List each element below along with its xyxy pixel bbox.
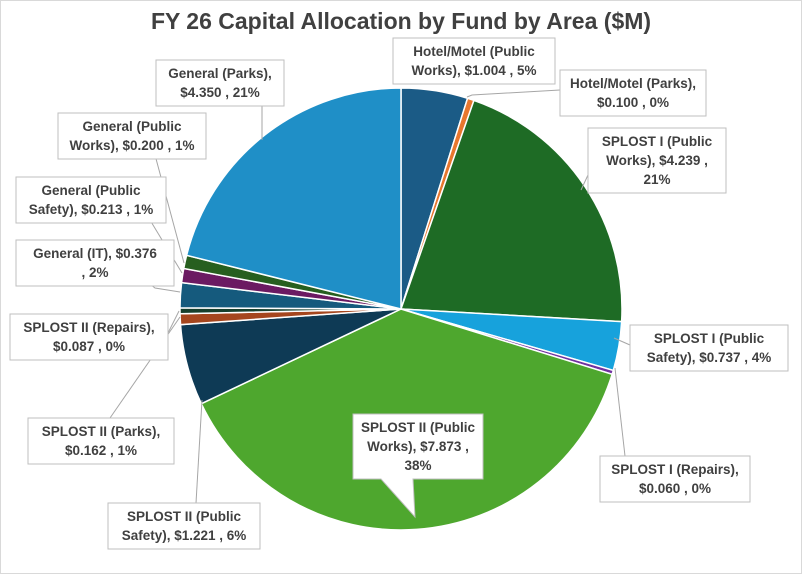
data-label-text: Safety), $1.221 , 6%	[122, 528, 247, 543]
data-label-text: SPLOST II (Public	[361, 420, 476, 435]
chart-title: FY 26 Capital Allocation by Fund by Area…	[150, 8, 652, 34]
data-label-box	[599, 455, 751, 503]
data-label-text: Safety), $0.213 , 1%	[29, 202, 154, 217]
leader-line-splost-i-repairs	[614, 367, 626, 457]
data-label-text: Safety), $0.737 , 4%	[647, 350, 772, 365]
data-label-text: SPLOST I (Public	[602, 134, 713, 149]
leader-line-general-public-works	[154, 154, 185, 264]
leader-line-splost-i-public-safety	[613, 337, 631, 346]
data-label-text: Hotel/Motel (Public	[413, 44, 535, 59]
data-label-text: Works), $1.004 , 5%	[411, 63, 536, 78]
data-label-splost-ii-public-works: SPLOST II (Public Works), $7.873 , 38%	[352, 413, 484, 519]
pie-slice-splost-i-public-works[interactable]	[399, 99, 623, 323]
data-label-box	[15, 176, 167, 224]
leader-line-splost-i-public-works	[580, 174, 589, 191]
data-label-text: General (Public	[41, 183, 141, 198]
data-label-splost-i-repairs: SPLOST I (Repairs), $0.060 , 0%	[599, 455, 751, 503]
data-label-text: General (IT), $0.376	[33, 246, 157, 261]
data-label-splost-ii-public-safety: SPLOST II (Public Safety), $1.221 , 6%	[107, 502, 261, 550]
data-label-box	[155, 59, 285, 107]
leader-line-splost-ii-repairs	[167, 310, 180, 334]
data-label-text: SPLOST I (Public	[654, 331, 765, 346]
data-label-general-public-works: General (Public Works), $0.200 , 1%	[57, 112, 207, 160]
data-label-general-parks: General (Parks), $4.350 , 21%	[155, 59, 285, 107]
data-label-text: $4.350 , 21%	[180, 85, 260, 100]
data-label-text: SPLOST II (Public	[127, 509, 242, 524]
data-label-text: Works), $7.873 ,	[367, 439, 469, 454]
data-label-splost-i-public-works: SPLOST I (Public Works), $4.239 , 21%	[587, 127, 727, 194]
data-label-text: , 2%	[81, 265, 108, 280]
data-label-text: SPLOST I (Repairs),	[611, 462, 739, 477]
data-label-text: $0.100 , 0%	[597, 95, 669, 110]
data-label-box	[57, 112, 207, 160]
data-label-hotel-motel-public-works: Hotel/Motel (Public Works), $1.004 , 5%	[392, 37, 556, 85]
data-label-general-it: General (IT), $0.376 , 2%	[15, 239, 175, 287]
data-label-splost-i-public-safety: SPLOST I (Public Safety), $0.737 , 4%	[629, 324, 789, 372]
data-label-text: Hotel/Motel (Parks),	[570, 76, 696, 91]
data-label-text: 21%	[643, 172, 670, 187]
data-label-text: $0.087 , 0%	[53, 339, 125, 354]
data-label-text: $0.060 , 0%	[639, 481, 711, 496]
data-label-box	[27, 417, 175, 465]
data-label-text: Works), $0.200 , 1%	[69, 138, 194, 153]
data-label-box	[629, 324, 789, 372]
data-label-callout	[352, 413, 484, 519]
pie-slice-general-parks[interactable]	[185, 87, 402, 310]
data-label-text: General (Parks),	[168, 66, 272, 81]
leader-line-splost-ii-public-safety	[195, 399, 203, 504]
leader-line-hotel-motel-parks	[466, 89, 561, 98]
data-label-box	[9, 313, 169, 361]
data-label-hotel-motel-parks: Hotel/Motel (Parks), $0.100 , 0%	[559, 69, 707, 117]
data-label-text: General (Public	[82, 119, 182, 134]
data-label-box	[559, 69, 707, 117]
data-label-text: $0.162 , 1%	[65, 443, 137, 458]
data-label-text: Works), $4.239 ,	[606, 153, 708, 168]
data-label-box	[392, 37, 556, 85]
data-label-general-public-safety: General (Public Safety), $0.213 , 1%	[15, 176, 167, 224]
data-label-box	[15, 239, 175, 287]
data-label-text: SPLOST II (Repairs),	[23, 320, 154, 335]
data-label-splost-ii-repairs: SPLOST II (Repairs), $0.087 , 0%	[9, 313, 169, 361]
data-label-text: SPLOST II (Parks),	[42, 424, 161, 439]
data-label-text: 38%	[404, 458, 431, 473]
data-label-splost-ii-parks: SPLOST II (Parks), $0.162 , 1%	[27, 417, 175, 465]
data-label-box	[587, 127, 727, 194]
data-label-box	[107, 502, 261, 550]
